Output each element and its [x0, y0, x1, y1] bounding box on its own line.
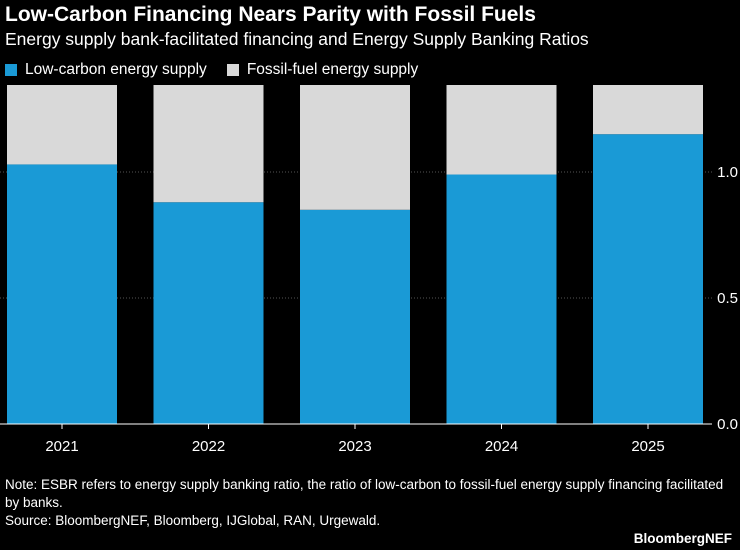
- legend-label-fossil-fuel: Fossil-fuel energy supply: [246, 61, 419, 78]
- y-tick-label: 1.0: [717, 164, 738, 181]
- legend-swatch-fossil-fuel: [226, 64, 239, 76]
- legend-swatch-low-carbon: [5, 64, 17, 76]
- legend-item-low-carbon: Low-carbon energy supply: [5, 61, 207, 79]
- bar-fossil-fuel: [7, 85, 117, 165]
- chart-title: Low-Carbon Financing Nears Parity with F…: [5, 3, 536, 26]
- brand-logo: BloombergNEF: [633, 531, 732, 546]
- bar-low-carbon: [153, 202, 264, 424]
- chart-note: Note: ESBR refers to energy supply banki…: [5, 477, 724, 510]
- legend-item-fossil-fuel: Fossil-fuel energy supply: [226, 61, 419, 79]
- bar-low-carbon: [593, 134, 703, 424]
- bar-low-carbon: [7, 164, 117, 424]
- bar-fossil-fuel: [300, 85, 410, 210]
- x-tick-label: 2022: [192, 438, 225, 455]
- chart-source: Source: BloombergNEF, Bloomberg, IJGloba…: [5, 513, 381, 528]
- x-tick-label: 2025: [631, 438, 664, 455]
- x-tick-label: 2024: [485, 438, 518, 455]
- bar-low-carbon: [300, 209, 410, 424]
- x-tick-label: 2021: [45, 438, 78, 455]
- y-tick-label: 0.5: [717, 290, 738, 307]
- chart-subtitle: Energy supply bank-facilitated financing…: [5, 29, 589, 49]
- y-tick-label: 0.0: [717, 416, 738, 433]
- bar-low-carbon: [446, 174, 557, 424]
- legend: Low-carbon energy supply Fossil-fuel ene…: [5, 61, 438, 79]
- bar-fossil-fuel: [153, 85, 264, 203]
- stacked-bar-chart: ESBR: 0.7920210.8520220.9420230.9520240.…: [0, 85, 738, 455]
- bar-fossil-fuel: [446, 85, 557, 175]
- legend-label-low-carbon: Low-carbon energy supply: [25, 61, 207, 78]
- x-tick-label: 2023: [338, 438, 371, 455]
- bar-fossil-fuel: [593, 85, 703, 135]
